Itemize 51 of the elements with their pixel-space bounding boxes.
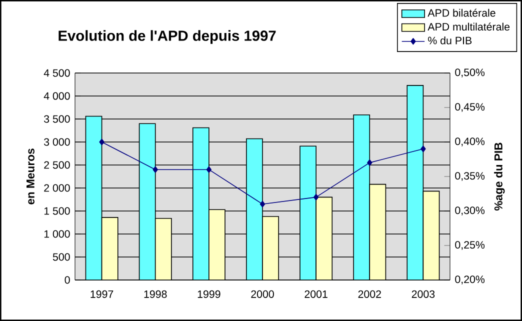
chart-title: Evolution de l'APD depuis 1997 [58,30,276,44]
y2-tick-label: 0,35% [455,172,485,181]
y2-tick-label: 0,40% [455,138,485,146]
legend-label: APD bilatérale [428,8,496,17]
y2-tick-label: 0,25% [455,241,485,250]
bar [246,138,263,280]
bar [369,184,386,280]
bar [262,216,279,280]
y2-tick-label: 0,50% [455,68,485,78]
x-tick-label: 2001 [304,290,328,298]
x-tick-label: 1998 [144,290,167,298]
y2-tick-label: 0,30% [455,206,485,216]
y-tick-label: 500 [52,253,70,261]
x-tick-label: 2002 [358,290,381,298]
y-tick-label: 2 000 [44,184,70,192]
y-tick-label: 0 [64,276,70,284]
bar [422,190,440,280]
x-tick-label: 2003 [412,290,435,298]
y2-tick-label: 0,20% [455,276,485,284]
point [420,146,426,152]
y-tick-label: 1 500 [44,207,70,215]
x-tick-label: 1997 [90,290,114,298]
y-tick-label: 3 000 [44,138,70,146]
y-tick-label: 2 500 [44,161,70,169]
y-tick-label: 1 000 [44,230,70,238]
bar [138,123,156,280]
y2-tick-label: 0,45% [455,103,485,112]
bar [300,146,316,280]
legend-label: % du PIB [428,36,472,44]
y2-axis-title: %age du PIB [494,142,505,211]
bar [316,196,333,280]
point [313,194,319,201]
bar [406,85,424,280]
point [367,159,372,166]
y-tick-label: 3 500 [44,115,70,123]
x-tick-label: 2000 [251,290,274,298]
legend-label: APD multilatérale [428,22,510,31]
x-tick-label: 1999 [198,290,220,298]
y-axis-title: en Meuros [26,148,34,204]
bar [208,209,226,280]
point [99,138,104,146]
point [206,166,212,173]
point [260,200,266,208]
bar [154,218,172,280]
bar [101,217,118,280]
bar [353,114,370,280]
bar [192,127,210,280]
point [152,166,158,173]
y-tick-label: 4 000 [44,92,70,100]
y-tick-label: 4 500 [44,69,70,77]
bar [85,116,102,280]
